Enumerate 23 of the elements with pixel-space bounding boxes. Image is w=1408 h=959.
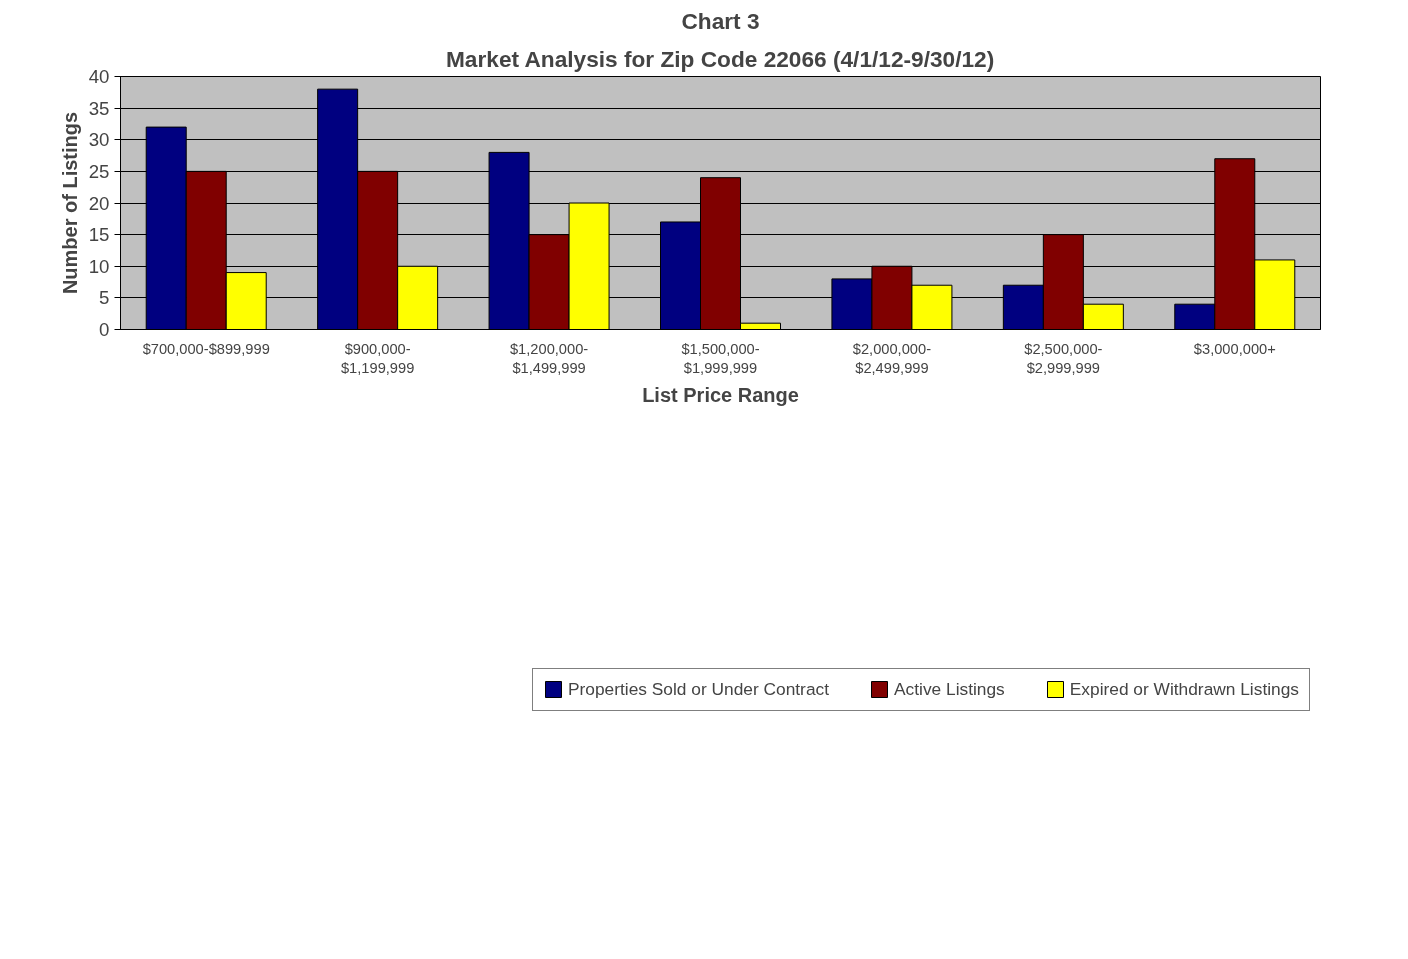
y-tick-label: 5 [99, 287, 110, 309]
y-tick-label: 35 [88, 97, 110, 119]
y-tick-label: 10 [88, 255, 110, 277]
x-tick-label: $2,500,000-$2,999,999 [1024, 340, 1103, 376]
legend-label: Expired or Withdrawn Listings [1069, 678, 1299, 700]
y-tick-label: 20 [88, 192, 110, 214]
y-tick-label: 25 [88, 160, 110, 182]
x-tick-label: $2,000,000-$2,499,999 [852, 340, 932, 376]
y-tick-label: 0 [99, 319, 110, 340]
legend-label: Properties Sold or Under Contract [568, 678, 830, 700]
chart-subtitle: Market Analysis for Zip Code 22066 (4/1/12-9/30/12) [445, 45, 995, 72]
x-tick-label: $1,200,000-$1,499,999 [509, 340, 589, 376]
x-tick-label: $700,000-$899,999 [142, 340, 270, 357]
y-tick-label: 30 [88, 129, 110, 151]
x-tick-label: $900,000-$1,199,999 [340, 340, 415, 376]
chart-title: Chart 3 [681, 7, 760, 34]
y-tick-label: 40 [88, 66, 110, 87]
y-axis-title: Number of Listings [58, 111, 81, 295]
x-tick-label: $1,500,000-$1,999,999 [681, 340, 760, 376]
x-axis-title: List Price Range [642, 383, 799, 406]
legend-label: Active Listings [894, 678, 1005, 700]
y-tick-label: 15 [88, 224, 110, 246]
x-tick-label: $3,000,000+ [1193, 340, 1276, 357]
